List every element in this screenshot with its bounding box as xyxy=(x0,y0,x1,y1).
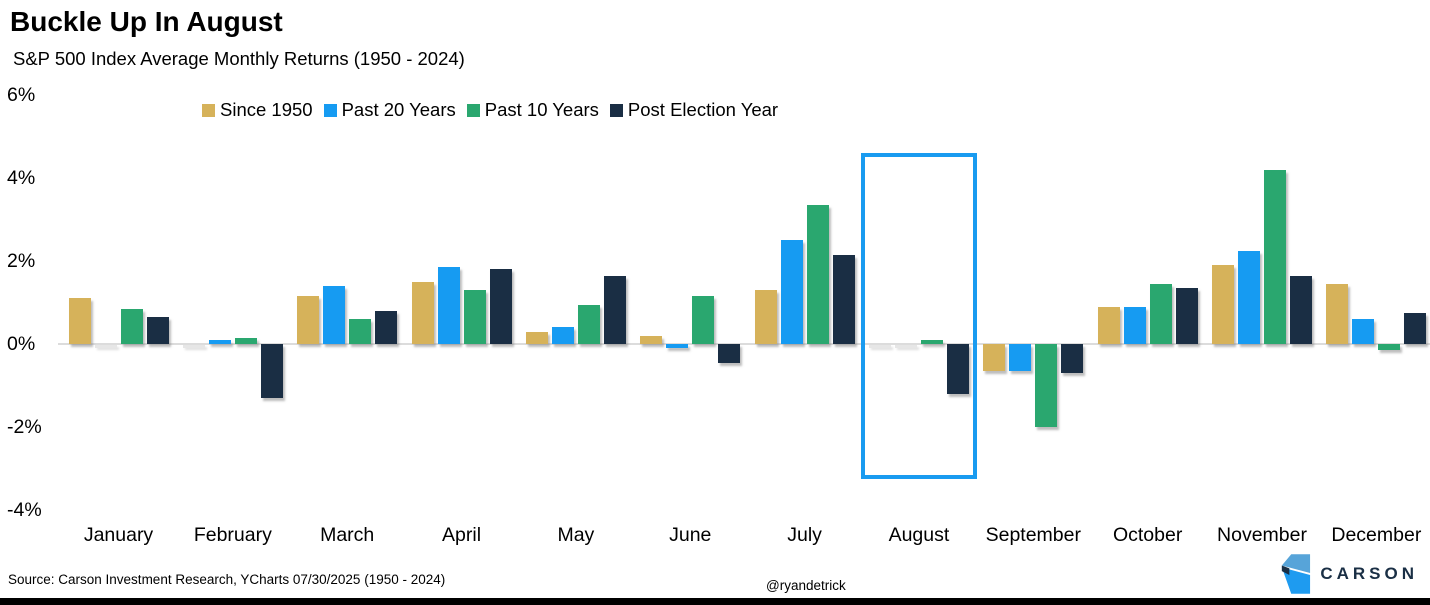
y-axis-label: 6% xyxy=(7,84,36,106)
bar xyxy=(437,267,460,344)
x-axis-label: August xyxy=(888,524,950,546)
carson-logo-text: CARSON xyxy=(1320,564,1418,583)
bar xyxy=(806,204,829,344)
bar xyxy=(1061,344,1084,374)
x-axis-label: June xyxy=(669,524,712,546)
bar xyxy=(946,344,969,394)
legend-swatch xyxy=(323,103,337,117)
bar xyxy=(1212,265,1234,344)
bar xyxy=(640,335,663,344)
bar xyxy=(1264,169,1286,344)
bar xyxy=(1009,344,1032,371)
bar xyxy=(666,344,689,349)
bar xyxy=(1035,344,1058,427)
page-title: Buckle Up In August xyxy=(10,6,283,37)
bar xyxy=(297,296,320,344)
bar xyxy=(603,275,626,344)
bar xyxy=(577,304,600,344)
x-axis-label: February xyxy=(193,524,272,546)
legend-item: Post Election Year xyxy=(609,99,779,121)
bar xyxy=(120,308,143,344)
bar xyxy=(146,317,169,344)
twitter-handle: @ryandetrick xyxy=(766,578,846,593)
legend-item: Past 20 Years xyxy=(323,99,456,121)
legend: Since 1950 Past 20 Years Past 10 Years Post… xyxy=(202,99,789,121)
x-axis-label: April xyxy=(442,524,482,546)
x-axis-label: March xyxy=(320,524,375,546)
bottom-black-bar xyxy=(0,598,1430,605)
bar xyxy=(94,345,117,348)
bar xyxy=(920,339,943,344)
zero-axis-line xyxy=(58,343,1430,345)
bar xyxy=(260,344,283,398)
bar xyxy=(718,344,741,363)
bar xyxy=(894,345,917,348)
y-axis-label: -4% xyxy=(7,499,42,521)
bar xyxy=(868,345,891,348)
x-axis-label: May xyxy=(557,524,595,546)
legend-swatch xyxy=(609,103,623,117)
y-axis-label: 0% xyxy=(7,333,36,355)
y-axis-label: 2% xyxy=(7,250,36,272)
bar xyxy=(234,337,257,344)
legend-label: Since 1950 xyxy=(220,99,313,120)
bar xyxy=(463,290,486,344)
x-axis-label: October xyxy=(1112,524,1183,546)
legend-item: Since 1950 xyxy=(202,99,313,121)
y-axis-label: 4% xyxy=(7,167,36,189)
bar xyxy=(525,331,548,344)
bar xyxy=(349,319,372,344)
bar xyxy=(780,240,803,344)
bar xyxy=(1238,250,1260,344)
source-text: Source: Carson Investment Research, YCha… xyxy=(8,572,446,587)
x-axis-label: January xyxy=(83,524,154,546)
bar xyxy=(68,298,91,344)
bar xyxy=(375,310,398,344)
bar xyxy=(1097,306,1120,344)
carson-logo: CARSON xyxy=(1279,553,1418,595)
legend-label: Past 10 Years xyxy=(484,99,599,120)
x-axis-label: September xyxy=(985,524,1081,546)
legend-item: Past 10 Years xyxy=(466,99,599,121)
bar xyxy=(1290,275,1312,344)
x-axis-label: December xyxy=(1331,524,1422,546)
bar xyxy=(551,327,574,344)
bar xyxy=(1326,283,1349,344)
bar xyxy=(754,290,777,344)
legend-swatch xyxy=(202,103,215,117)
bar xyxy=(1378,344,1401,351)
bar xyxy=(983,344,1006,371)
bar xyxy=(832,254,855,344)
bar xyxy=(1175,287,1198,344)
bar xyxy=(489,269,512,344)
bar xyxy=(1352,319,1375,344)
bar xyxy=(1149,283,1172,344)
legend-label: Past 20 Years xyxy=(341,99,456,120)
x-axis-label: November xyxy=(1217,524,1307,546)
august-highlight-box xyxy=(860,153,977,479)
legend-label: Post Election Year xyxy=(627,99,779,120)
bar xyxy=(182,345,205,348)
bar xyxy=(208,339,231,344)
carson-logo-icon xyxy=(1282,554,1311,594)
legend-swatch xyxy=(466,103,480,117)
y-axis-label: -2% xyxy=(7,416,42,438)
chart-subtitle: S&P 500 Index Average Monthly Returns (1… xyxy=(13,48,465,69)
bar xyxy=(692,296,715,344)
bar xyxy=(1123,306,1146,344)
bar xyxy=(1404,312,1427,344)
bar xyxy=(323,285,346,344)
bar xyxy=(411,281,434,344)
x-axis-label: July xyxy=(787,524,822,546)
